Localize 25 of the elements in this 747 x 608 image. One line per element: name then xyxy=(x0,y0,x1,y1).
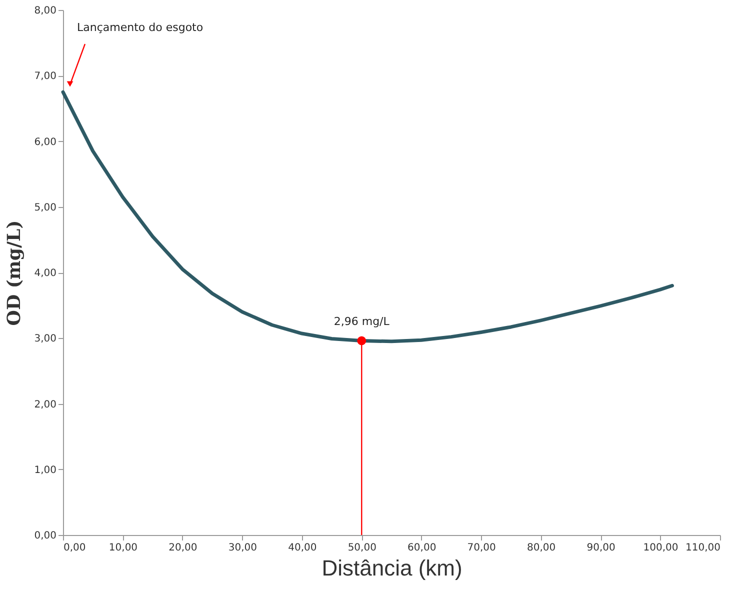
y-tick-label: 3,00 xyxy=(34,334,56,345)
y-tick-label: 4,00 xyxy=(34,268,56,279)
y-axis-title: OD (mg/L) xyxy=(4,220,26,326)
y-tick-label: 7,00 xyxy=(34,71,56,82)
x-tick-label: 30,00 xyxy=(228,542,257,554)
y-tick-label: 2,00 xyxy=(34,399,56,410)
y-tick-label: 0,00 xyxy=(34,530,56,542)
annotation: 2,96 mg/L xyxy=(334,314,390,328)
x-tick-label: 90,00 xyxy=(586,542,616,554)
x-tick-label: 100,00 xyxy=(643,542,678,554)
annotation: Lançamento do esgoto xyxy=(77,21,204,34)
x-tick-label: 110,00 xyxy=(686,542,720,554)
x-tick-label: 70,00 xyxy=(467,542,496,554)
x-tick-label: 0,00 xyxy=(64,542,86,554)
x-tick-label: 50,00 xyxy=(348,542,376,554)
x-tick-label: 10,00 xyxy=(108,542,138,554)
x-axis-title: Distância (km) xyxy=(322,556,462,580)
y-tick-label: 8,00 xyxy=(34,6,56,16)
x-tick-label: 20,00 xyxy=(168,542,198,554)
x-tick-label: 60,00 xyxy=(408,542,436,554)
y-tick-label: 1,00 xyxy=(34,464,56,476)
y-tick-label: 6,00 xyxy=(34,136,56,148)
x-tick-label: 40,00 xyxy=(288,542,317,554)
y-tick-label: 5,00 xyxy=(34,202,56,214)
x-tick-label: 80,00 xyxy=(527,542,556,554)
